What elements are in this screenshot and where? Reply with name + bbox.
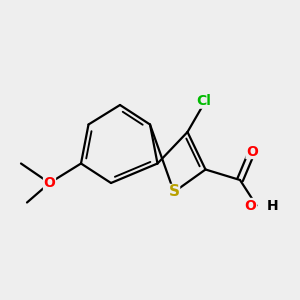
Text: S: S xyxy=(169,184,179,200)
Text: O: O xyxy=(244,199,256,212)
Text: Cl: Cl xyxy=(196,94,211,108)
Text: O: O xyxy=(44,176,56,190)
Text: O: O xyxy=(246,145,258,158)
Text: H: H xyxy=(267,199,279,212)
